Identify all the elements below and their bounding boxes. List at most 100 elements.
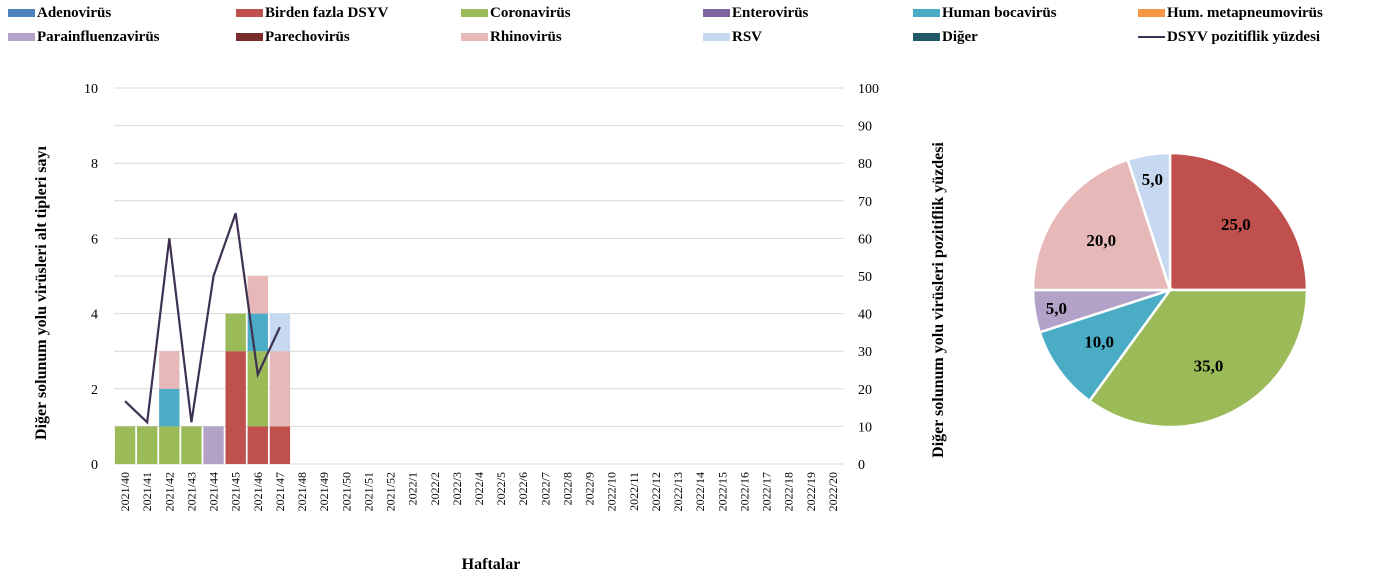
chart-legend: Adenovirüs Birden fazla DSYV Coronavirüs En… (0, 0, 1374, 50)
y-axis-title: Diğer solunum yolu virüsleri alt tipleri… (33, 145, 50, 439)
legend-item: Coronavirüs (461, 4, 571, 22)
bar-segment (159, 351, 180, 389)
legend-label: Parainfluenzavirüs (37, 28, 160, 45)
legend-line-marker (1138, 36, 1165, 38)
legend-label: Parechovirüs (265, 28, 350, 45)
y2-tick-label: 30 (858, 345, 872, 360)
y-tick-label: 2 (91, 383, 98, 398)
x-tick-label: 2022/3 (450, 472, 464, 505)
legend-swatch (913, 9, 940, 17)
bar-segment (203, 426, 224, 464)
legend-label: Hum. metapneumovirüs (1167, 4, 1323, 21)
pie-label: 5,0 (1046, 299, 1067, 318)
x-tick-label: 2021/41 (140, 472, 154, 511)
legend-swatch (461, 33, 488, 41)
x-tick-label: 2022/12 (649, 472, 663, 511)
y-tick-label: 6 (91, 232, 98, 247)
pie-label: 5,0 (1142, 170, 1163, 189)
legend-item: Enterovirüs (703, 4, 808, 22)
y2-axis-title: Diğer solunum yolu virüsleri pozitiflik … (930, 142, 947, 458)
x-tick-label: 2021/49 (317, 472, 331, 511)
bar-segment (159, 388, 180, 427)
x-tick-label: 2021/47 (273, 472, 287, 511)
y2-tick-label: 90 (858, 120, 872, 135)
legend-swatch (703, 9, 730, 17)
x-tick-label: 2021/45 (229, 472, 243, 511)
x-tick-label: 2021/40 (118, 472, 132, 511)
x-tick-label: 2021/50 (339, 472, 353, 511)
bar-segment (181, 426, 202, 464)
bar-segment (159, 426, 180, 464)
legend-label: Adenovirüs (37, 4, 112, 21)
pie-slice (1168, 151, 1309, 292)
x-tick-label: 2021/43 (184, 472, 198, 511)
legend-swatch (913, 33, 940, 41)
bar-segment (137, 426, 158, 464)
x-tick-label: 2022/20 (826, 472, 840, 511)
y2-tick-label: 60 (858, 232, 872, 247)
y2-tick-label: 50 (858, 270, 872, 285)
legend-item: Rhinovirüs (461, 28, 562, 46)
bar-segment (114, 426, 136, 464)
y-tick-label: 4 (91, 308, 98, 323)
legend-label: Birden fazla DSYV (265, 4, 389, 21)
x-tick-label: 2022/16 (737, 472, 751, 511)
pie-label: 35,0 (1194, 357, 1224, 376)
bar-segment (225, 351, 246, 464)
x-axis-title: Haftalar (462, 556, 521, 573)
pie-label: 20,0 (1086, 231, 1116, 250)
x-tick-label: 2022/9 (583, 472, 597, 505)
y2-tick-label: 40 (858, 308, 872, 323)
x-tick-label: 2022/10 (605, 472, 619, 511)
x-tick-label: 2021/46 (251, 472, 265, 511)
pie-slice (1031, 158, 1172, 292)
legend-label: RSV (732, 28, 763, 45)
legend-item: Adenovirüs (8, 4, 111, 22)
legend-item: Birden fazla DSYV (236, 4, 388, 22)
pie-label: 25,0 (1221, 215, 1251, 234)
y2-tick-label: 10 (858, 420, 872, 435)
x-tick-label: 2021/51 (361, 472, 375, 511)
x-tick-label: 2022/1 (406, 472, 420, 505)
positivity-line (124, 212, 281, 425)
bar-segment (247, 351, 268, 427)
y-tick-label: 8 (91, 157, 98, 172)
x-tick-label: 2021/42 (162, 472, 176, 511)
x-tick-label: 2021/52 (384, 472, 398, 511)
x-tick-label: 2022/4 (472, 472, 486, 505)
legend-item: Human bocavirüs (913, 4, 1057, 22)
legend-item: Diğer (913, 28, 978, 46)
x-tick-label: 2022/11 (627, 472, 641, 511)
legend-item: Parainfluenzavirüs (8, 28, 160, 46)
bar-segment (247, 276, 268, 314)
x-tick-label: 2021/48 (295, 472, 309, 511)
legend-swatch (236, 33, 263, 41)
legend-swatch (236, 9, 263, 17)
x-tick-label: 2022/7 (538, 472, 552, 505)
pie-label: 10,0 (1084, 333, 1114, 352)
legend-swatch (461, 9, 488, 17)
x-tick-label: 2022/5 (494, 472, 508, 505)
legend-label: Coronavirüs (490, 4, 571, 21)
x-tick-label: 2022/14 (693, 472, 707, 511)
y2-tick-label: 80 (858, 157, 872, 172)
bar-segment (269, 351, 291, 427)
legend-item: RSV (703, 28, 762, 46)
pie-slice (1126, 151, 1172, 291)
legend-swatch (1138, 9, 1165, 17)
y2-tick-label: 100 (858, 82, 879, 97)
legend-item: Parechovirüs (236, 28, 350, 46)
y-tick-label: 0 (91, 458, 98, 473)
bar-segment (225, 313, 246, 352)
x-tick-label: 2022/13 (671, 472, 685, 511)
legend-item: DSYV pozitiflik yüzdesi (1138, 28, 1320, 46)
bar-segment (269, 313, 291, 352)
y-tick-label: 10 (84, 82, 98, 97)
bar-segment (269, 426, 291, 464)
x-tick-label: 2022/15 (715, 472, 729, 511)
x-tick-label: 2022/19 (804, 472, 818, 511)
legend-swatch (8, 33, 35, 41)
legend-label: Enterovirüs (732, 4, 809, 21)
pie-slice (1087, 288, 1309, 429)
x-tick-label: 2022/17 (760, 472, 774, 511)
